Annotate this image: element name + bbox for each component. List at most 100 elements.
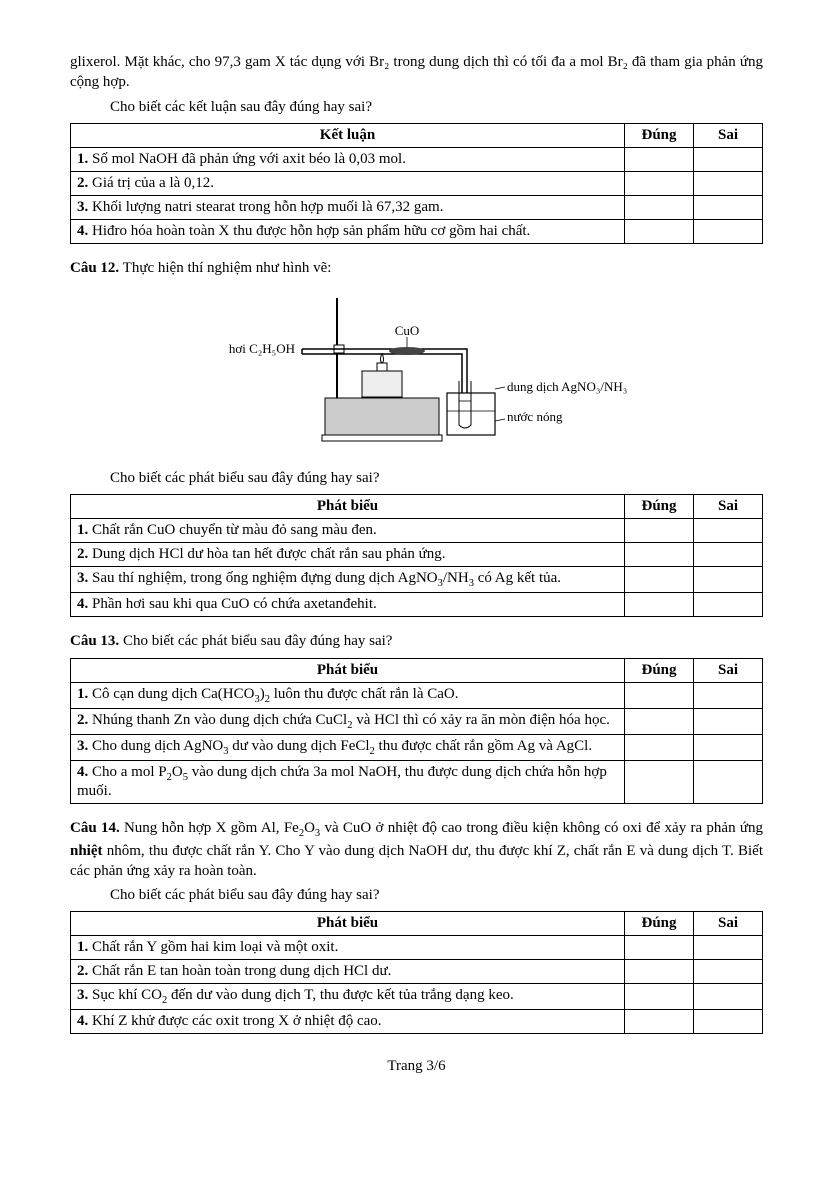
cell-statement: 3. Cho dung dịch AgNO3 dư vào dung dịch … bbox=[71, 734, 625, 760]
cell-statement: 2. Chất rắn E tan hoàn toàn trong dung d… bbox=[71, 960, 625, 984]
cau13-label: Câu 13. bbox=[70, 633, 119, 649]
table-header-stmt: Kết luận bbox=[71, 123, 625, 147]
cau12: Câu 12. Thực hiện thí nghiệm như hình vẽ… bbox=[70, 258, 763, 278]
cell-statement: 1. Số mol NaOH đã phản ứng với axit béo … bbox=[71, 147, 625, 171]
table-header-dung: Đúng bbox=[625, 912, 694, 936]
table-row: 3. Sục khí CO2 đến dư vào dung dịch T, t… bbox=[71, 984, 763, 1010]
cau14-label: Câu 14. bbox=[70, 820, 120, 836]
table-row: 2. Chất rắn E tan hoàn toàn trong dung d… bbox=[71, 960, 763, 984]
cell-sai[interactable] bbox=[694, 708, 763, 734]
cell-sai[interactable] bbox=[694, 567, 763, 593]
label-cuo: CuO bbox=[394, 323, 419, 338]
cell-statement: 3. Sục khí CO2 đến dư vào dung dịch T, t… bbox=[71, 984, 625, 1010]
table-row: 1. Cô cạn dung dịch Ca(HCO3)2 luôn thu đ… bbox=[71, 682, 763, 708]
cell-sai[interactable] bbox=[694, 960, 763, 984]
cau12-label: Câu 12. bbox=[70, 260, 119, 276]
cell-sai[interactable] bbox=[694, 936, 763, 960]
cell-statement: 4. Cho a mol P2O5 vào dung dịch chứa 3a … bbox=[71, 760, 625, 803]
table-row: Kết luận Đúng Sai bbox=[71, 123, 763, 147]
label-hoi: hơi C₂H₅OH bbox=[228, 341, 294, 356]
label-nuoc: nước nóng bbox=[507, 409, 563, 424]
cell-dung[interactable] bbox=[625, 171, 694, 195]
cell-dung[interactable] bbox=[625, 1010, 694, 1034]
table-row: 1. Số mol NaOH đã phản ứng với axit béo … bbox=[71, 147, 763, 171]
cell-statement: 1. Chất rắn CuO chuyển từ màu đỏ sang mà… bbox=[71, 519, 625, 543]
table-row: 1. Chất rắn CuO chuyển từ màu đỏ sang mà… bbox=[71, 519, 763, 543]
page-footer: Trang 3/6 bbox=[70, 1058, 763, 1075]
table-header-sai: Sai bbox=[694, 658, 763, 682]
cell-dung[interactable] bbox=[625, 708, 694, 734]
cell-sai[interactable] bbox=[694, 734, 763, 760]
cell-sai[interactable] bbox=[694, 682, 763, 708]
table-row: 2. Giá trị của a là 0,12. bbox=[71, 171, 763, 195]
cell-sai[interactable] bbox=[694, 984, 763, 1010]
cell-dung[interactable] bbox=[625, 219, 694, 243]
table-row: 4. Cho a mol P2O5 vào dung dịch chứa 3a … bbox=[71, 760, 763, 803]
cell-dung[interactable] bbox=[625, 147, 694, 171]
experiment-diagram: CuO hơi C₂H₅OH dung dịch AgNO₃/NH₃ nước … bbox=[207, 293, 627, 453]
cell-sai[interactable] bbox=[694, 1010, 763, 1034]
table-row: 4. Hiđro hóa hoàn toàn X thu được hỗn hợ… bbox=[71, 219, 763, 243]
table-row: 2. Nhúng thanh Zn vào dung dịch chứa CuC… bbox=[71, 708, 763, 734]
cell-statement: 3. Khối lượng natri stearat trong hỗn hợ… bbox=[71, 195, 625, 219]
table-header-stmt: Phát biểu bbox=[71, 912, 625, 936]
cell-dung[interactable] bbox=[625, 195, 694, 219]
intro-prompt: Cho biết các kết luận sau đây đúng hay s… bbox=[70, 97, 763, 117]
cell-sai[interactable] bbox=[694, 219, 763, 243]
table-4: Phát biểu Đúng Sai 1. Chất rắn Y gồm hai… bbox=[70, 911, 763, 1034]
cell-sai[interactable] bbox=[694, 519, 763, 543]
table-row: Phát biểu Đúng Sai bbox=[71, 495, 763, 519]
cell-sai[interactable] bbox=[694, 760, 763, 803]
cell-dung[interactable] bbox=[625, 936, 694, 960]
table-row: 4. Khí Z khử được các oxit trong X ở nhi… bbox=[71, 1010, 763, 1034]
table-header-dung: Đúng bbox=[625, 495, 694, 519]
table-header-stmt: Phát biểu bbox=[71, 658, 625, 682]
cell-dung[interactable] bbox=[625, 593, 694, 617]
cell-statement: 4. Khí Z khử được các oxit trong X ở nhi… bbox=[71, 1010, 625, 1034]
cell-dung[interactable] bbox=[625, 519, 694, 543]
cell-dung[interactable] bbox=[625, 682, 694, 708]
intro-paragraph: glixerol. Mặt khác, cho 97,3 gam X tác d… bbox=[70, 52, 763, 93]
table-row: 1. Chất rắn Y gồm hai kim loại và một ox… bbox=[71, 936, 763, 960]
cell-dung[interactable] bbox=[625, 984, 694, 1010]
table-3: Phát biểu Đúng Sai 1. Cô cạn dung dịch C… bbox=[70, 658, 763, 804]
cell-sai[interactable] bbox=[694, 543, 763, 567]
table-header-sai: Sai bbox=[694, 912, 763, 936]
table-row: 2. Dung dịch HCl dư hòa tan hết được chấ… bbox=[71, 543, 763, 567]
cell-statement: 2. Nhúng thanh Zn vào dung dịch chứa CuC… bbox=[71, 708, 625, 734]
label-dung: dung dịch AgNO₃/NH₃ bbox=[507, 379, 627, 394]
cau12-text: Thực hiện thí nghiệm như hình vẽ: bbox=[119, 260, 331, 276]
cell-sai[interactable] bbox=[694, 171, 763, 195]
cau14: Câu 14. Nung hỗn hợp X gồm Al, Fe2O3 và … bbox=[70, 818, 763, 882]
cell-dung[interactable] bbox=[625, 760, 694, 803]
cell-sai[interactable] bbox=[694, 195, 763, 219]
table-1: Kết luận Đúng Sai 1. Số mol NaOH đã phản… bbox=[70, 123, 763, 244]
table-2: Phát biểu Đúng Sai 1. Chất rắn CuO chuyể… bbox=[70, 494, 763, 617]
cell-dung[interactable] bbox=[625, 960, 694, 984]
table-row: Phát biểu Đúng Sai bbox=[71, 658, 763, 682]
cau13-text: Cho biết các phát biểu sau đây đúng hay … bbox=[119, 633, 392, 649]
table-header-dung: Đúng bbox=[625, 658, 694, 682]
cell-dung[interactable] bbox=[625, 543, 694, 567]
cau12-prompt: Cho biết các phát biểu sau đây đúng hay … bbox=[70, 468, 763, 488]
table-header-dung: Đúng bbox=[625, 123, 694, 147]
cell-dung[interactable] bbox=[625, 734, 694, 760]
cell-statement: 4. Hiđro hóa hoàn toàn X thu được hỗn hợ… bbox=[71, 219, 625, 243]
cell-statement: 1. Cô cạn dung dịch Ca(HCO3)2 luôn thu đ… bbox=[71, 682, 625, 708]
cell-statement: 2. Giá trị của a là 0,12. bbox=[71, 171, 625, 195]
cell-dung[interactable] bbox=[625, 567, 694, 593]
table-row: 3. Khối lượng natri stearat trong hỗn hợ… bbox=[71, 195, 763, 219]
cell-sai[interactable] bbox=[694, 147, 763, 171]
cau14-prompt: Cho biết các phát biểu sau đây đúng hay … bbox=[70, 885, 763, 905]
cell-statement: 3. Sau thí nghiệm, trong ống nghiệm đựng… bbox=[71, 567, 625, 593]
table-row: Phát biểu Đúng Sai bbox=[71, 912, 763, 936]
table-row: 3. Cho dung dịch AgNO3 dư vào dung dịch … bbox=[71, 734, 763, 760]
table-header-sai: Sai bbox=[694, 495, 763, 519]
cau13: Câu 13. Cho biết các phát biểu sau đây đ… bbox=[70, 631, 763, 651]
table-header-stmt: Phát biểu bbox=[71, 495, 625, 519]
table-row: 4. Phần hơi sau khi qua CuO có chứa axet… bbox=[71, 593, 763, 617]
cell-statement: 2. Dung dịch HCl dư hòa tan hết được chấ… bbox=[71, 543, 625, 567]
cell-statement: 1. Chất rắn Y gồm hai kim loại và một ox… bbox=[71, 936, 625, 960]
cell-sai[interactable] bbox=[694, 593, 763, 617]
table-row: 3. Sau thí nghiệm, trong ống nghiệm đựng… bbox=[71, 567, 763, 593]
